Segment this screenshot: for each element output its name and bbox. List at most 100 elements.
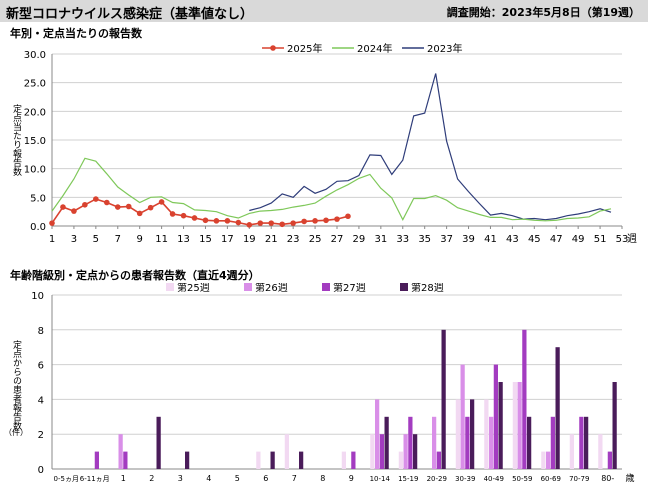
data-point bbox=[169, 211, 176, 217]
x-tick-label: 23 bbox=[287, 234, 300, 245]
title-bar: 新型コロナウイルス感染症（基準値なし） 調査開始：2023年5月8日（第19週） bbox=[0, 0, 648, 22]
x-tick-label: 41 bbox=[484, 234, 497, 245]
y-tick-label: 6 bbox=[38, 361, 44, 372]
series-line-2023年 bbox=[249, 73, 612, 221]
x-tick-label: 40-49 bbox=[484, 475, 504, 483]
x-tick-label: 30-39 bbox=[455, 475, 475, 483]
legend-label: 2024年 bbox=[357, 42, 392, 55]
data-point bbox=[213, 218, 220, 224]
bar-第25週-80- bbox=[598, 434, 603, 469]
x-tick-label: 8 bbox=[320, 474, 325, 483]
bar-第25週-9 bbox=[341, 451, 346, 469]
x-tick-label: 7 bbox=[115, 234, 121, 245]
data-point bbox=[158, 199, 165, 205]
data-point bbox=[268, 220, 275, 226]
bar-第28週-2 bbox=[156, 416, 161, 469]
bar-第26週-30-39 bbox=[460, 364, 465, 469]
bar-chart-title: 年齢階級別・定点からの患者報告数（直近4週分） bbox=[10, 269, 260, 282]
y-tick-label: 4 bbox=[38, 395, 44, 406]
x-unit-label: 歳 bbox=[625, 472, 634, 484]
legend-label: 第27週 bbox=[333, 283, 366, 294]
data-point bbox=[93, 196, 99, 202]
data-point bbox=[180, 212, 187, 219]
bar-第28週-10-14 bbox=[384, 416, 389, 469]
bar-第28週-70-79 bbox=[584, 416, 589, 469]
x-tick-label: 60-69 bbox=[541, 475, 561, 483]
x-tick-label: 35 bbox=[418, 234, 431, 245]
legend-swatch-第25週 bbox=[166, 283, 174, 291]
x-tick-label: 9 bbox=[349, 474, 354, 483]
x-tick-label: 49 bbox=[572, 234, 585, 245]
data-point bbox=[301, 218, 307, 225]
bar-第28週-50-59 bbox=[527, 416, 532, 469]
data-point bbox=[290, 220, 296, 226]
data-point bbox=[136, 210, 143, 217]
x-tick-label: 37 bbox=[440, 234, 453, 245]
x-tick-label: 27 bbox=[331, 234, 344, 245]
bar-第27週-80- bbox=[607, 451, 612, 469]
legend-label: 第26週 bbox=[255, 283, 288, 294]
data-point bbox=[147, 204, 154, 211]
bar-第26週-50-59 bbox=[517, 382, 522, 469]
bar-第27週-9 bbox=[351, 451, 356, 469]
bar-第27週-6-11ヵ月 bbox=[94, 451, 99, 469]
x-tick-label: 20-29 bbox=[427, 475, 447, 483]
x-tick-label: 53 bbox=[616, 234, 629, 245]
y-tick-label: 8 bbox=[38, 326, 44, 337]
bar-第27週-20-29 bbox=[436, 451, 441, 469]
x-tick-label: 25 bbox=[309, 234, 322, 245]
bar-第26週-15-19 bbox=[403, 434, 408, 469]
x-tick-label: 29 bbox=[353, 234, 366, 245]
bar-第25週-70-79 bbox=[569, 434, 574, 469]
x-tick-label: 45 bbox=[528, 234, 541, 245]
bar-第27週-1 bbox=[123, 451, 128, 469]
bar-第27週-15-19 bbox=[408, 416, 413, 469]
legend-label: 2023年 bbox=[427, 42, 462, 55]
data-point bbox=[345, 213, 351, 220]
x-tick-label: 2 bbox=[149, 474, 154, 483]
bar-第28週-6 bbox=[270, 451, 275, 469]
x-tick-label: 6-11ヵ月 bbox=[80, 475, 110, 483]
bar-第26週-20-29 bbox=[432, 416, 437, 469]
y-axis-label: 定点からの患者報告数 bbox=[11, 339, 22, 431]
x-tick-label: 0-5ヵ月 bbox=[54, 475, 79, 483]
x-tick-label: 39 bbox=[462, 234, 475, 245]
y-tick-label: 0 bbox=[38, 465, 44, 476]
legend-marker bbox=[270, 45, 276, 51]
y-tick-label: 2 bbox=[38, 430, 44, 441]
x-tick-label: 5 bbox=[93, 234, 99, 245]
bar-第26週-40-49 bbox=[489, 416, 494, 469]
x-tick-label: 3 bbox=[71, 234, 77, 245]
bar-第28週-3 bbox=[185, 451, 190, 469]
legend-swatch-第27週 bbox=[322, 283, 330, 291]
data-point bbox=[334, 216, 340, 222]
data-point bbox=[71, 208, 77, 214]
bar-第27週-30-39 bbox=[465, 416, 470, 469]
x-tick-label: 80- bbox=[601, 474, 614, 483]
x-tick-label: 43 bbox=[506, 234, 519, 245]
data-point bbox=[246, 222, 253, 228]
line-chart-title: 年別・定点当たりの報告数 bbox=[10, 27, 142, 40]
x-tick-label: 21 bbox=[265, 234, 278, 245]
bar-第26週-10-14 bbox=[375, 399, 380, 469]
data-point bbox=[235, 219, 242, 226]
survey-start-date: 調査開始：2023年5月8日（第19週） bbox=[446, 6, 640, 19]
x-tick-label: 1 bbox=[121, 474, 126, 483]
bar-第25週-40-49 bbox=[484, 399, 489, 469]
y-tick-label: 20.0 bbox=[24, 107, 46, 118]
bar-第26週-1 bbox=[118, 434, 123, 469]
bar-第25週-30-39 bbox=[455, 399, 460, 469]
legend-label: 第25週 bbox=[177, 283, 210, 294]
data-point bbox=[224, 218, 231, 224]
data-point bbox=[60, 204, 66, 210]
y-tick-label: 5.0 bbox=[30, 193, 46, 204]
series-line-2024年 bbox=[51, 157, 612, 222]
age-group-bar-chart: 0 2 4 6 8 10 0-5ヵ月 6-11ヵ月 1 2 3 4 5 6 7 8 9 10-14 15-19 20-… bbox=[4, 283, 635, 484]
x-tick-label: 31 bbox=[374, 234, 387, 245]
x-tick-label: 5 bbox=[235, 474, 240, 483]
y-tick-label: 15.0 bbox=[24, 136, 46, 147]
bar-第28週-20-29 bbox=[441, 329, 446, 469]
data-point bbox=[125, 203, 132, 210]
data-point bbox=[104, 199, 110, 206]
x-tick-label: 10-14 bbox=[370, 475, 391, 483]
